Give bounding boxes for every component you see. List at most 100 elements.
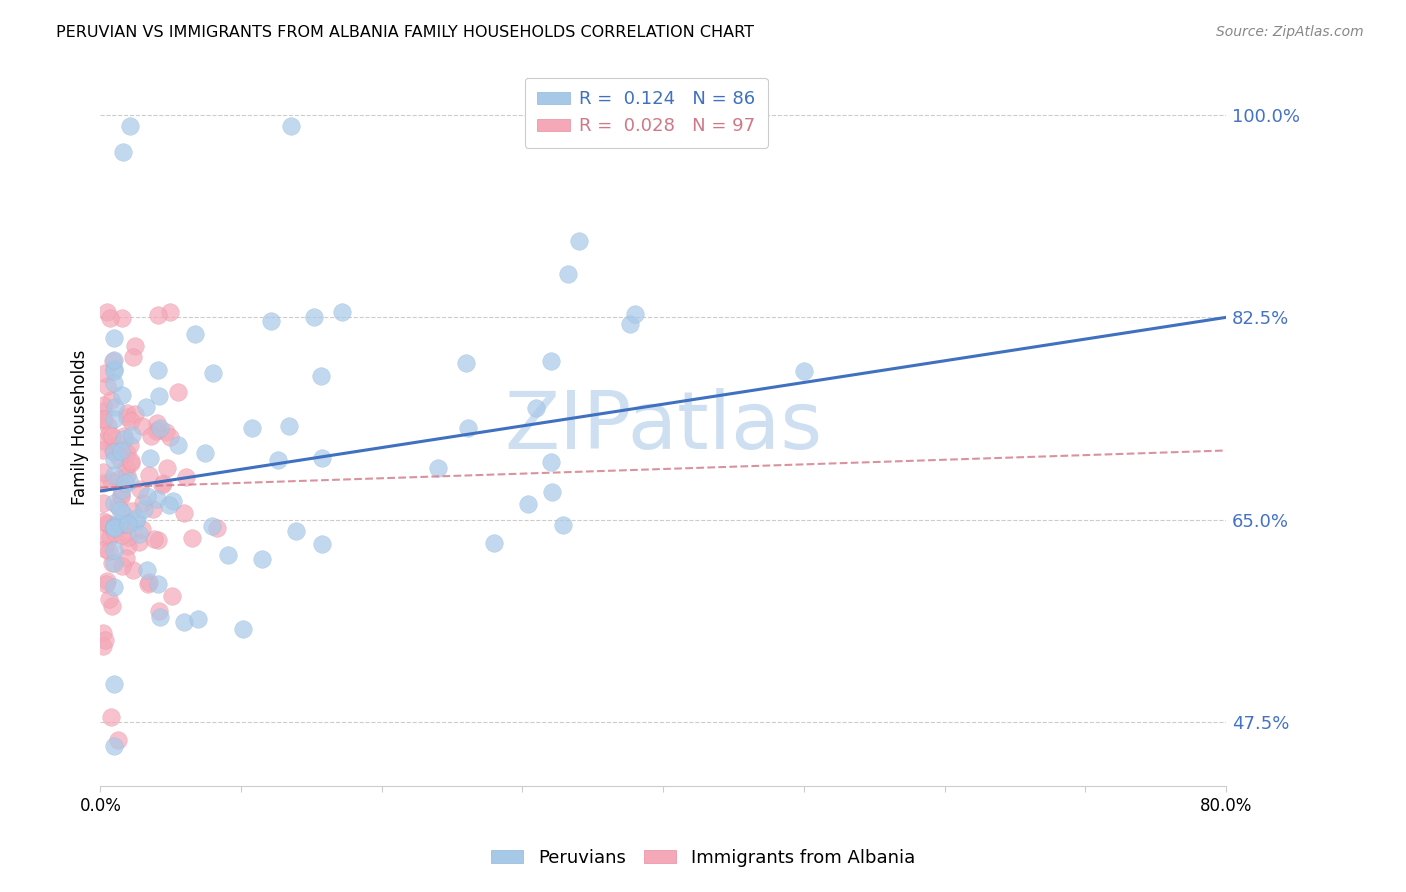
Point xyxy=(176,470,198,484)
Point xyxy=(793,364,815,378)
Point xyxy=(115,461,138,475)
Point xyxy=(201,518,224,533)
Point xyxy=(180,532,202,546)
Point xyxy=(142,532,165,546)
Point xyxy=(135,400,157,414)
Point xyxy=(111,388,134,402)
Point xyxy=(93,404,115,418)
Point xyxy=(142,502,165,516)
Point xyxy=(91,442,114,457)
Point xyxy=(184,326,207,341)
Point xyxy=(103,362,125,376)
Point xyxy=(94,632,117,647)
Point xyxy=(121,428,143,442)
Point xyxy=(117,530,139,544)
Point xyxy=(103,445,125,459)
Point xyxy=(101,438,124,452)
Point xyxy=(110,443,132,458)
Point xyxy=(145,424,167,438)
Point xyxy=(285,524,308,539)
Point xyxy=(141,429,163,443)
Point xyxy=(516,497,538,511)
Point xyxy=(98,530,121,544)
Point xyxy=(260,314,283,328)
Point xyxy=(148,604,170,618)
Point xyxy=(1285,193,1308,207)
Point xyxy=(101,556,124,570)
Point xyxy=(156,461,179,475)
Point xyxy=(110,491,132,505)
Point xyxy=(100,474,122,488)
Point xyxy=(91,626,114,640)
Point xyxy=(540,455,562,469)
Point xyxy=(157,498,180,512)
Point xyxy=(100,709,122,723)
Point xyxy=(120,438,142,452)
Point xyxy=(132,502,155,516)
Point xyxy=(146,533,169,548)
Legend: R =  0.124   N = 86, R =  0.028   N = 97: R = 0.124 N = 86, R = 0.028 N = 97 xyxy=(524,78,768,148)
Point xyxy=(596,120,619,134)
Point xyxy=(152,476,174,491)
Point xyxy=(132,496,155,510)
Point xyxy=(103,496,125,510)
Point xyxy=(187,611,209,625)
Point xyxy=(103,352,125,367)
Point xyxy=(146,423,169,437)
Point xyxy=(540,353,562,368)
Point xyxy=(457,421,479,435)
Point xyxy=(131,418,153,433)
Point xyxy=(267,453,290,467)
Point xyxy=(114,475,136,490)
Point xyxy=(125,510,148,524)
Point xyxy=(149,610,172,624)
Point xyxy=(111,559,134,574)
Point xyxy=(138,574,160,589)
Point xyxy=(155,425,177,440)
Point xyxy=(146,491,169,506)
Point xyxy=(101,444,124,458)
Point xyxy=(309,368,332,383)
Point xyxy=(103,556,125,570)
Point xyxy=(103,520,125,534)
Point xyxy=(167,438,190,452)
Point xyxy=(150,478,173,492)
Point xyxy=(93,434,115,449)
Point xyxy=(136,576,159,591)
Point xyxy=(96,574,118,588)
Point xyxy=(93,412,115,426)
Point xyxy=(100,429,122,443)
Point xyxy=(148,308,170,322)
Point xyxy=(111,311,134,326)
Point xyxy=(148,421,170,435)
Point xyxy=(94,541,117,556)
Point xyxy=(121,350,143,364)
Point xyxy=(217,548,239,562)
Point xyxy=(108,450,131,465)
Point xyxy=(96,379,118,393)
Point xyxy=(94,531,117,545)
Point xyxy=(302,310,325,325)
Point xyxy=(103,468,125,483)
Point xyxy=(117,406,139,420)
Point xyxy=(103,412,125,426)
Point xyxy=(136,563,159,577)
Point xyxy=(94,366,117,380)
Point xyxy=(128,535,150,549)
Point xyxy=(250,551,273,566)
Point xyxy=(112,428,135,442)
Point xyxy=(205,521,228,535)
Point xyxy=(103,364,125,378)
Point xyxy=(240,421,263,435)
Point xyxy=(91,496,114,510)
Point xyxy=(103,580,125,594)
Point xyxy=(115,468,138,483)
Point xyxy=(148,389,170,403)
Point xyxy=(120,456,142,470)
Point xyxy=(103,521,125,535)
Point xyxy=(138,468,160,483)
Point xyxy=(97,419,120,434)
Point xyxy=(103,518,125,533)
Point xyxy=(540,485,562,500)
Point xyxy=(194,446,217,460)
